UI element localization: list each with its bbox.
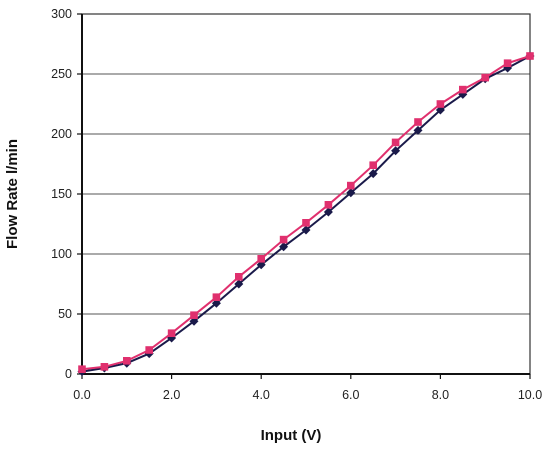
series-2-point	[235, 273, 243, 281]
series-1-point	[279, 242, 289, 252]
series-2-point	[190, 311, 198, 319]
y-tick-label: 250	[51, 67, 72, 81]
x-tick-label: 2.0	[163, 388, 180, 402]
series-2-point	[279, 235, 288, 244]
x-axis-label: Input (V)	[261, 427, 322, 444]
y-tick-label: 100	[51, 247, 72, 261]
series-2	[78, 52, 534, 373]
series-1-point	[413, 125, 423, 135]
series-1-point	[368, 169, 378, 179]
series-2-point	[414, 118, 422, 126]
series-2-point	[324, 201, 333, 209]
x-tick-label: 8.0	[432, 388, 449, 402]
series-2-point	[347, 181, 355, 190]
series-2-point	[145, 346, 153, 354]
series-2-point	[391, 138, 400, 147]
series-2-point	[302, 219, 310, 227]
y-tick-label: 50	[58, 307, 72, 321]
series-2-point	[503, 59, 512, 67]
x-tick-labels: 0.0 2.0 4.0 6.0 8.0 10.0	[73, 388, 542, 402]
gridlines	[82, 13, 530, 315]
series-1-point	[323, 207, 333, 217]
y-tick-label: 0	[65, 367, 72, 381]
series-1	[77, 51, 535, 377]
series-2-point	[369, 161, 377, 169]
x-tick-label: 0.0	[73, 388, 90, 402]
y-tick-label: 150	[51, 187, 72, 201]
x-tick-label: 4.0	[253, 388, 270, 402]
series-2-point	[436, 100, 445, 108]
series-2-point	[167, 329, 176, 337]
series-1-line	[81, 55, 531, 373]
y-axis-label: Flow Rate l/min	[4, 139, 21, 249]
series-2-point	[212, 293, 221, 301]
series-1-point	[234, 279, 244, 289]
series-2-point	[257, 255, 265, 263]
x-tick-label: 6.0	[342, 388, 359, 402]
series-2-point	[459, 85, 467, 94]
y-tick-label: 200	[51, 127, 72, 141]
y-tick-labels: 0 50 100 150 200 250 300	[51, 7, 72, 381]
series-layer	[77, 51, 535, 377]
series-2-line	[81, 55, 531, 371]
series-2-point	[481, 73, 489, 82]
series-1-point	[301, 225, 311, 235]
y-tick-label: 300	[51, 7, 72, 21]
series-1-point	[346, 188, 356, 198]
series-2-point	[526, 52, 534, 60]
series-2-point	[78, 365, 86, 373]
plot-frame	[77, 13, 531, 379]
x-tick-label: 10.0	[518, 388, 542, 402]
series-1-point	[391, 146, 401, 156]
series-2-point	[123, 357, 131, 365]
series-2-point	[100, 363, 109, 371]
